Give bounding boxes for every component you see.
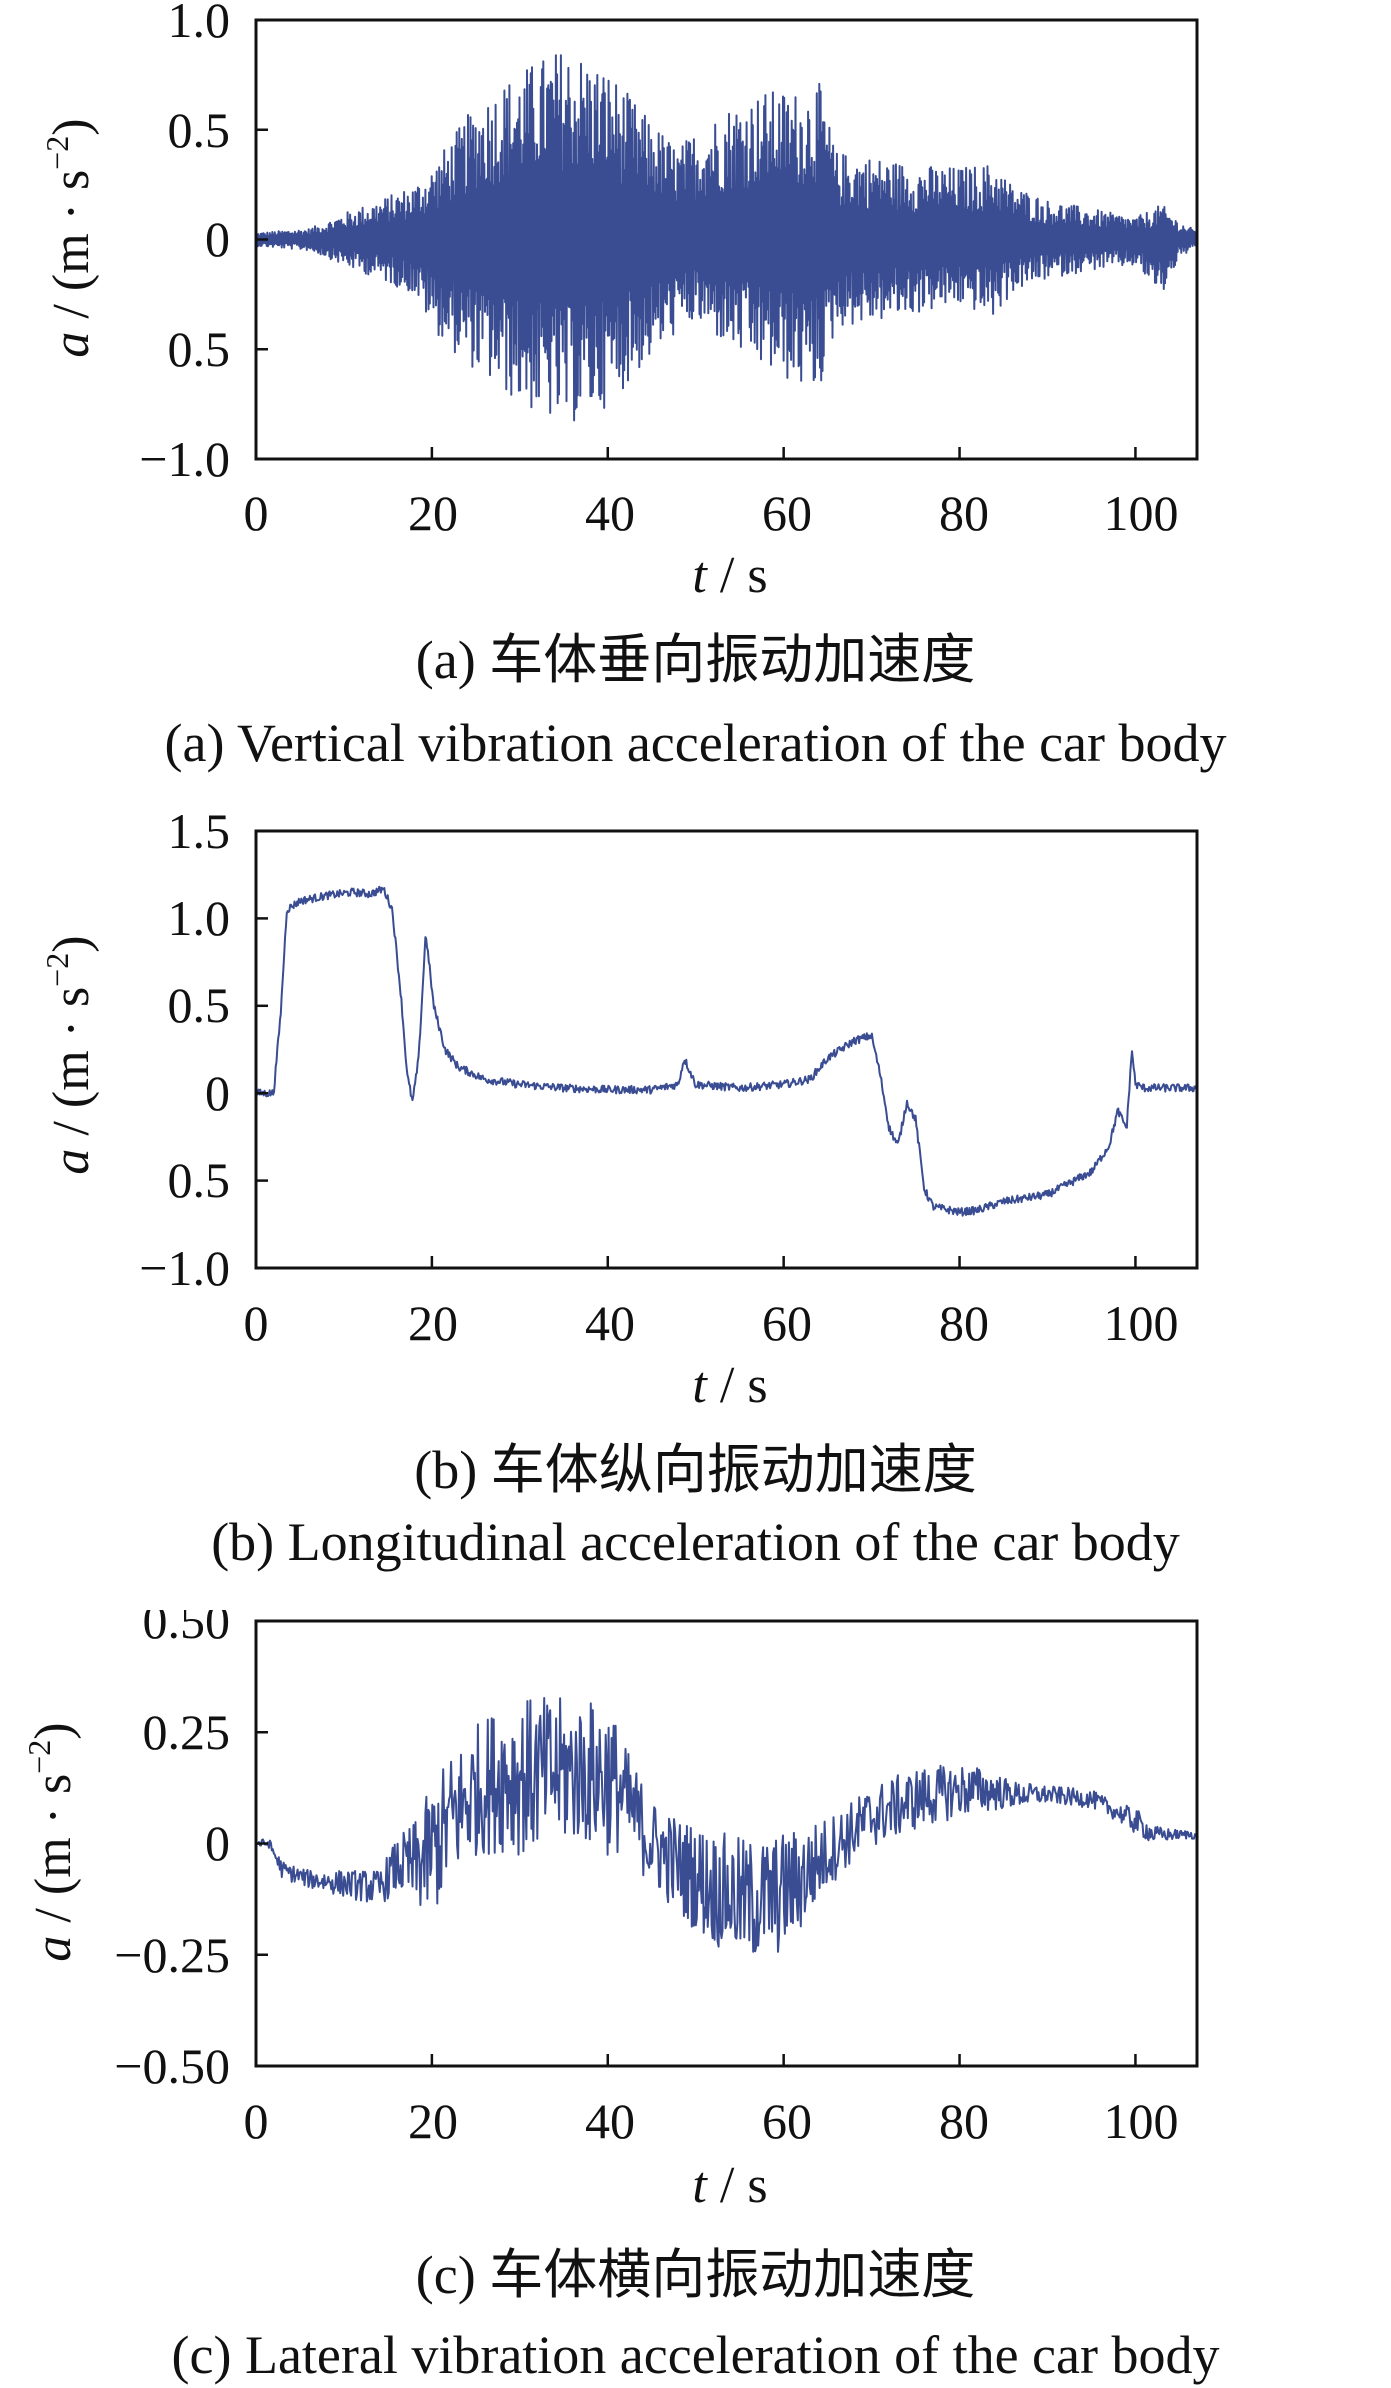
chart-c: 0.50 0.25 0 −0.25 −0.50 0 20 40 60 80 10… bbox=[21, 1610, 1199, 2214]
chart-b-plot bbox=[254, 829, 1199, 1270]
chart-c-x-axis-label: t / s bbox=[692, 2157, 767, 2214]
chart-b-axes-frame bbox=[254, 829, 1199, 1270]
chart-c-plot bbox=[254, 1619, 1199, 2068]
chart-a-caption-cn: (a) 车体垂向振动加速度 bbox=[415, 630, 976, 690]
chart-b-xtick-label: 60 bbox=[762, 1295, 812, 1351]
chart-c-xtick-label: 60 bbox=[762, 2093, 812, 2149]
chart-a-caption-en: (a) Vertical vibration acceleration of t… bbox=[164, 713, 1227, 773]
chart-a-xtick-label: 100 bbox=[1104, 485, 1179, 541]
chart-c-xtick-label: 20 bbox=[408, 2093, 458, 2149]
chart-b-ytick-label: −1.0 bbox=[139, 1240, 230, 1296]
chart-c-ytick-label: 0.25 bbox=[143, 1704, 231, 1760]
chart-a-ytick-label: 0 bbox=[205, 211, 230, 267]
chart-c-ytick-label: −0.25 bbox=[114, 1927, 230, 1983]
chart-a-ytick-label: 1.0 bbox=[168, 0, 231, 48]
chart-c-ytick-label: 0 bbox=[205, 1815, 230, 1871]
chart-c-xtick-label: 80 bbox=[939, 2093, 989, 2149]
chart-a-xtick-label: 40 bbox=[585, 485, 635, 541]
chart-b-caption-cn: (b) 车体纵向振动加速度 bbox=[414, 1440, 977, 1500]
chart-b-xtick-label: 20 bbox=[408, 1295, 458, 1351]
chart-a-y-axis-label: a / (m · s−2) bbox=[39, 118, 100, 357]
chart-a-xtick-label: 80 bbox=[939, 485, 989, 541]
chart-b-series-line bbox=[255, 885, 1198, 1217]
chart-c-xtick-label: 100 bbox=[1104, 2093, 1179, 2149]
chart-c-xtick-label: 0 bbox=[244, 2093, 269, 2149]
chart-a-xtick-label: 0 bbox=[244, 485, 269, 541]
chart-b-xtick-label: 0 bbox=[244, 1295, 269, 1351]
chart-c-caption-en: (c) Lateral vibration acceleration of th… bbox=[171, 2325, 1220, 2385]
chart-c-xtick-label: 40 bbox=[585, 2093, 635, 2149]
chart-a-ytick-label: −1.0 bbox=[139, 431, 230, 487]
chart-c-y-axis-label: a / (m · s−2) bbox=[21, 1722, 82, 1961]
chart-a-plot bbox=[254, 18, 1199, 461]
chart-a: 1.0 0.5 0 0.5 −1.0 0 20 40 60 80 100 t /… bbox=[39, 0, 1199, 604]
chart-a-ytick-label: 0.5 bbox=[168, 102, 231, 158]
chart-c-ytick-label: −0.50 bbox=[114, 2038, 230, 2094]
chart-b-ytick-label: 1.5 bbox=[168, 803, 231, 859]
chart-a-xtick-label: 20 bbox=[408, 485, 458, 541]
chart-c-ytick-label: 0.50 bbox=[143, 1610, 231, 1649]
chart-b-ytick-label: 1.0 bbox=[168, 890, 231, 946]
chart-b: 1.5 1.0 0.5 0 0.5 −1.0 0 20 40 60 80 100… bbox=[39, 803, 1199, 1414]
chart-b-xtick-label: 80 bbox=[939, 1295, 989, 1351]
chart-b-ytick-label: 0.5 bbox=[168, 1152, 231, 1208]
chart-b-x-axis-label: t / s bbox=[692, 1357, 767, 1414]
chart-b-ytick-label: 0.5 bbox=[168, 977, 231, 1033]
chart-c-series-line bbox=[255, 1697, 1198, 1953]
chart-a-ytick-label: 0.5 bbox=[168, 321, 231, 377]
chart-a-xtick-label: 60 bbox=[762, 485, 812, 541]
chart-a-x-axis-label: t / s bbox=[692, 547, 767, 604]
chart-b-ytick-label: 0 bbox=[205, 1065, 230, 1121]
chart-b-xtick-label: 100 bbox=[1104, 1295, 1179, 1351]
chart-b-y-axis-label: a / (m · s−2) bbox=[39, 935, 100, 1174]
chart-b-xtick-label: 40 bbox=[585, 1295, 635, 1351]
chart-c-caption-cn: (c) 车体横向振动加速度 bbox=[415, 2245, 976, 2305]
chart-a-series-line bbox=[255, 54, 1198, 422]
chart-b-caption-en: (b) Longitudinal acceleration of the car… bbox=[211, 1512, 1180, 1572]
